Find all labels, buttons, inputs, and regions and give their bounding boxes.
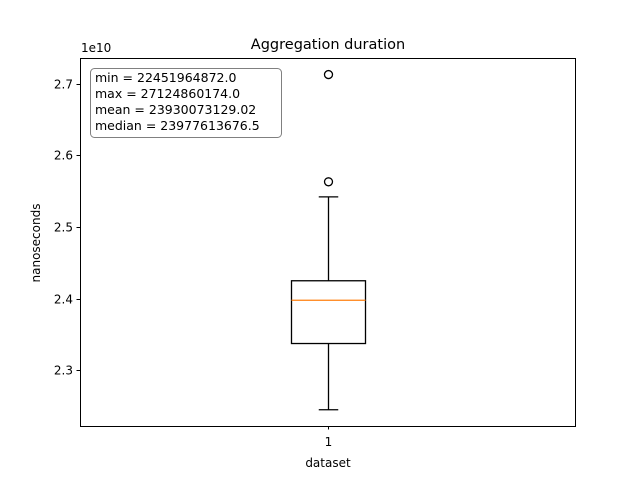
y-axis-label: nanoseconds (29, 204, 43, 283)
y-axis-offset-label: 1e10 (81, 41, 111, 55)
y-axis-ticks: 2.3 2.4 2.5 2.6 2.7 (54, 78, 80, 378)
stats-line-max: max = 27124860174.0 (95, 86, 240, 101)
x-axis-label: dataset (305, 456, 351, 470)
y-tick-label: 2.5 (54, 221, 73, 235)
stats-line-median: median = 23977613676.5 (95, 118, 260, 133)
stats-line-mean: mean = 23930073129.02 (95, 102, 256, 117)
plot-frame (80, 58, 576, 427)
box-plot-marks (290, 69, 367, 411)
chart-title: Aggregation duration (251, 37, 405, 53)
interquartile-box (290, 280, 367, 345)
y-tick-label: 2.7 (54, 78, 73, 92)
stats-annotation-box: min = 22451964872.0 max = 27124860174.0 … (90, 68, 282, 138)
stats-line-min: min = 22451964872.0 (95, 70, 236, 85)
x-tick-label: 1 (325, 435, 333, 449)
x-axis-ticks: 1 (325, 426, 333, 449)
outlier-point (323, 177, 334, 187)
y-tick-label: 2.6 (54, 149, 73, 163)
stats-box-frame (90, 68, 282, 138)
y-tick-label: 2.3 (54, 364, 73, 378)
outlier-point (323, 69, 334, 80)
y-tick-label: 2.4 (54, 293, 73, 307)
